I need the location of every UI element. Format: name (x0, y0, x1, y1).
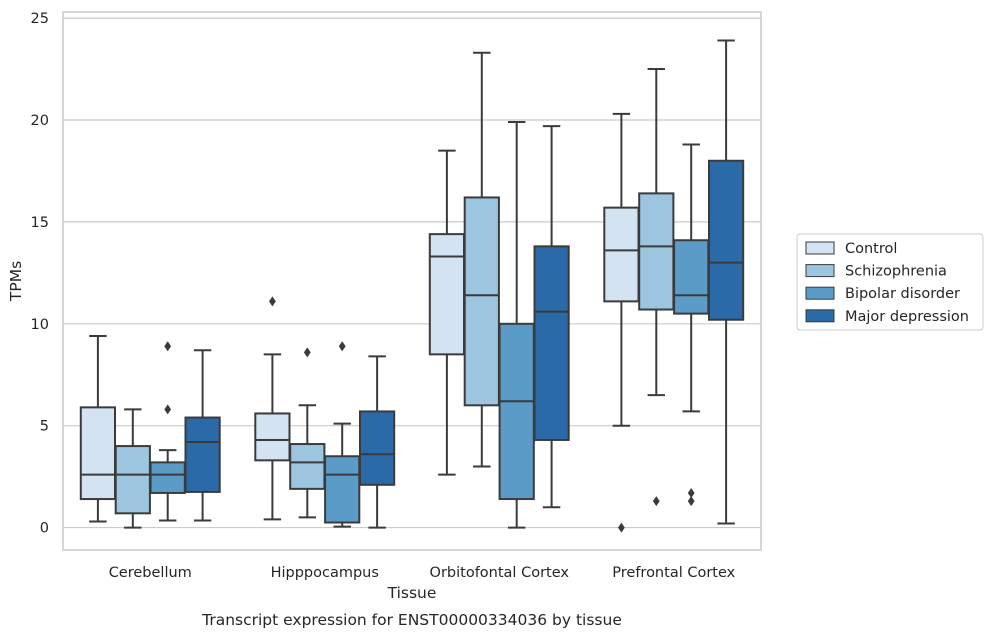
box-major-depression (358, 355, 396, 529)
plot-frame (62, 11, 762, 551)
iqr-box (114, 445, 151, 515)
iqr-box (358, 410, 396, 486)
outlier-point (652, 496, 660, 507)
chart-caption: Transcript expression for ENST0000033403… (201, 611, 622, 629)
outlier-point (269, 296, 276, 307)
box-major-depression (707, 39, 745, 525)
y-tick-label: 5 (40, 419, 49, 435)
x-tick-label: Orbitofontal Cortex (430, 565, 570, 581)
grid-lines (63, 17, 761, 529)
x-tick-label: Hipppocampus (271, 565, 379, 581)
iqr-box (638, 192, 675, 311)
iqr-box (184, 416, 221, 493)
iqr-box (707, 159, 745, 321)
box-schizophrenia (638, 68, 675, 507)
y-axis-title: TPMs (7, 261, 25, 302)
box-control (254, 296, 291, 521)
box-control (603, 112, 640, 533)
y-tick-label: 10 (31, 317, 49, 333)
iqr-box (289, 443, 326, 490)
legend: Control Schizophrenia Bipolar disorder Majo… (796, 233, 984, 331)
outlier-point (164, 404, 172, 415)
box-bipolar-disorder (498, 121, 535, 529)
iqr-box (79, 406, 117, 501)
y-tick-label: 15 (31, 215, 49, 231)
iqr-box (463, 196, 500, 407)
box-bipolar-disorder (673, 143, 710, 507)
outlier-point (303, 347, 311, 358)
iqr-box (149, 461, 186, 494)
x-tick-label: Cerebellum (109, 565, 192, 581)
y-tick-label: 0 (40, 521, 49, 537)
box-major-depression (533, 125, 570, 509)
y-tick-label: 25 (31, 11, 49, 27)
boxes (79, 39, 745, 533)
x-tick-label: Prefrontal Cortex (612, 565, 735, 581)
outlier-point (618, 522, 625, 533)
box-bipolar-disorder (324, 341, 361, 528)
box-schizophrenia (463, 51, 500, 468)
legend-label: Control (845, 241, 897, 257)
x-tick-labels: Cerebellum Hipppocampus Orbitofontal Corte… (109, 565, 736, 581)
box-control (428, 149, 466, 476)
outlier-point (687, 487, 695, 498)
iqr-box (254, 412, 291, 462)
iqr-box (428, 233, 466, 356)
box-schizophrenia (114, 408, 151, 529)
iqr-box (533, 245, 570, 441)
legend-swatch (805, 264, 835, 278)
legend-label: Schizophrenia (845, 264, 947, 280)
x-axis-title: Tissue (387, 584, 437, 602)
legend-swatch (805, 309, 835, 323)
legend-swatch (805, 241, 835, 255)
iqr-box (603, 206, 640, 303)
outlier-point (338, 341, 346, 352)
y-tick-labels: 0 5 10 15 20 25 (31, 11, 49, 536)
legend-label: Bipolar disorder (845, 286, 960, 302)
box-bipolar-disorder (149, 341, 186, 522)
box-schizophrenia (289, 347, 326, 519)
legend-swatch (805, 286, 835, 300)
legend-label: Major depression (845, 309, 969, 325)
box-major-depression (184, 349, 221, 522)
iqr-box (673, 239, 710, 315)
outlier-point (687, 496, 695, 507)
legend-frame (796, 233, 984, 331)
iqr-box (498, 322, 535, 501)
iqr-box (324, 455, 361, 524)
y-tick-label: 20 (31, 113, 49, 129)
outlier-point (164, 341, 172, 352)
